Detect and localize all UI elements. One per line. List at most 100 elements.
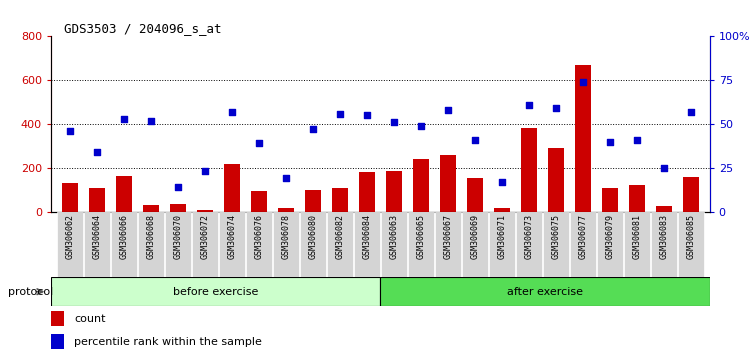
Point [388, 120, 400, 125]
Point [469, 137, 481, 143]
Bar [305, 190, 321, 212]
Text: count: count [74, 314, 106, 324]
Bar [516, 212, 541, 277]
Bar [51, 277, 380, 306]
Point [199, 169, 211, 174]
Point [442, 107, 454, 113]
Point [172, 184, 184, 190]
Bar [435, 212, 461, 277]
Bar [278, 209, 294, 212]
Bar [51, 311, 65, 326]
Bar [489, 212, 514, 277]
Bar [57, 212, 83, 277]
Text: GSM306069: GSM306069 [470, 214, 479, 259]
Bar [192, 212, 218, 277]
Bar [332, 188, 348, 212]
Text: GSM306062: GSM306062 [65, 214, 74, 259]
Text: percentile rank within the sample: percentile rank within the sample [74, 337, 262, 347]
Bar [111, 212, 137, 277]
Bar [116, 176, 132, 212]
Point [91, 149, 103, 155]
Bar [547, 148, 564, 212]
Point [631, 137, 643, 143]
Bar [143, 205, 159, 212]
Point [685, 109, 697, 115]
Text: GSM306079: GSM306079 [605, 214, 614, 259]
Text: GSM306080: GSM306080 [309, 214, 318, 259]
Point [226, 109, 238, 115]
Bar [656, 206, 672, 212]
Bar [413, 159, 429, 212]
Point [604, 139, 616, 144]
Bar [327, 212, 353, 277]
Bar [224, 164, 240, 212]
Text: before exercise: before exercise [173, 287, 258, 297]
Text: protocol: protocol [8, 287, 53, 297]
Bar [51, 334, 65, 349]
Bar [602, 188, 618, 212]
Bar [84, 212, 110, 277]
Text: GSM306081: GSM306081 [632, 214, 641, 259]
Bar [624, 212, 650, 277]
Text: GSM306067: GSM306067 [443, 214, 452, 259]
Bar [381, 212, 407, 277]
Bar [408, 212, 434, 277]
Bar [570, 212, 596, 277]
Point [496, 179, 508, 185]
Point [64, 128, 76, 134]
Text: GSM306083: GSM306083 [659, 214, 668, 259]
Bar [683, 177, 699, 212]
Bar [678, 212, 704, 277]
Bar [386, 171, 402, 212]
Bar [273, 212, 299, 277]
Bar [62, 183, 78, 212]
Text: GSM306068: GSM306068 [146, 214, 155, 259]
Point [550, 105, 562, 111]
Text: GSM306066: GSM306066 [119, 214, 128, 259]
Point [658, 165, 670, 171]
Bar [251, 191, 267, 212]
Text: GSM306085: GSM306085 [686, 214, 695, 259]
Text: GSM306072: GSM306072 [201, 214, 210, 259]
Bar [520, 129, 537, 212]
Text: GSM306084: GSM306084 [363, 214, 372, 259]
Bar [543, 212, 569, 277]
Point [253, 141, 265, 146]
Text: GSM306070: GSM306070 [173, 214, 182, 259]
Bar [651, 212, 677, 277]
Text: GSM306075: GSM306075 [551, 214, 560, 259]
Bar [629, 185, 645, 212]
Bar [165, 212, 191, 277]
Bar [493, 209, 510, 212]
Text: GSM306078: GSM306078 [282, 214, 291, 259]
Bar [89, 188, 105, 212]
Point [280, 176, 292, 181]
Text: GSM306065: GSM306065 [416, 214, 425, 259]
Point [577, 79, 589, 85]
Bar [597, 212, 623, 277]
Text: GSM306063: GSM306063 [389, 214, 398, 259]
Bar [354, 212, 380, 277]
Text: GSM306076: GSM306076 [255, 214, 264, 259]
Point [118, 116, 130, 122]
Bar [170, 204, 186, 212]
Text: GSM306074: GSM306074 [228, 214, 237, 259]
Text: GSM306077: GSM306077 [578, 214, 587, 259]
Bar [359, 172, 375, 212]
Text: GSM306073: GSM306073 [524, 214, 533, 259]
Bar [219, 212, 245, 277]
Bar [246, 212, 272, 277]
Bar [462, 212, 488, 277]
Bar [197, 210, 213, 212]
Text: after exercise: after exercise [507, 287, 583, 297]
Bar [138, 212, 164, 277]
Point [361, 113, 373, 118]
Point [145, 118, 157, 124]
Bar [575, 65, 591, 212]
Text: GSM306082: GSM306082 [336, 214, 345, 259]
Point [523, 102, 535, 108]
Text: GSM306071: GSM306071 [497, 214, 506, 259]
Point [334, 111, 346, 116]
Bar [380, 277, 710, 306]
Point [415, 123, 427, 129]
